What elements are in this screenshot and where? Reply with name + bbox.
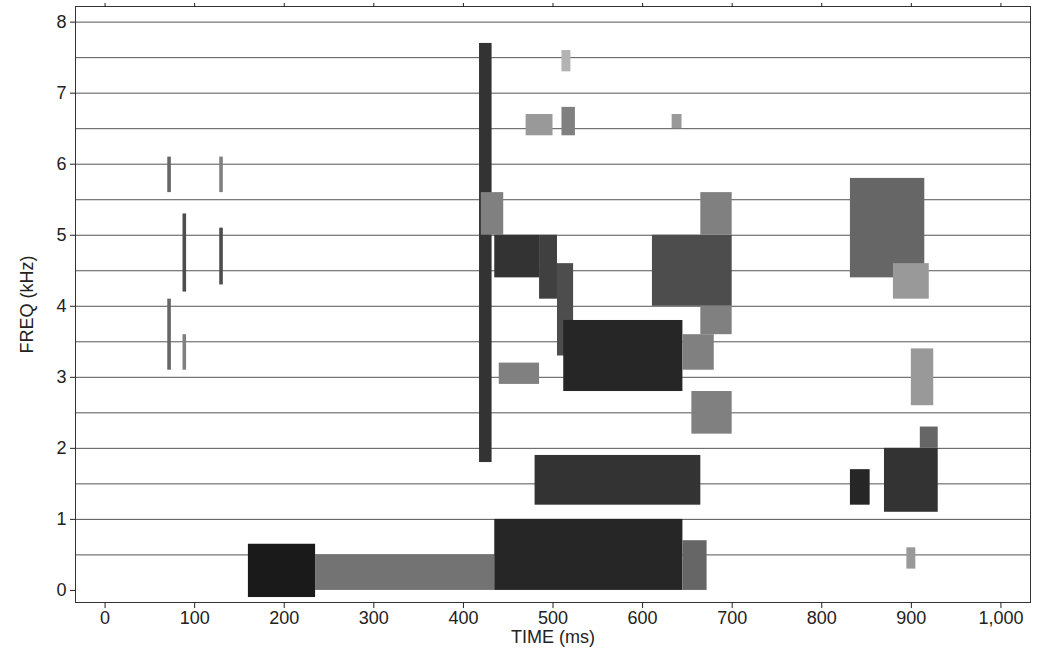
- svg-text:1,000: 1,000: [978, 608, 1023, 628]
- svg-text:100: 100: [180, 608, 210, 628]
- svg-text:4: 4: [56, 296, 66, 316]
- svg-text:2: 2: [56, 438, 66, 458]
- svg-text:300: 300: [359, 608, 389, 628]
- svg-text:5: 5: [56, 225, 66, 245]
- svg-text:200: 200: [269, 608, 299, 628]
- svg-text:600: 600: [628, 608, 658, 628]
- svg-text:900: 900: [896, 608, 926, 628]
- svg-text:8: 8: [56, 12, 66, 32]
- svg-text:1: 1: [56, 509, 66, 529]
- svg-text:3: 3: [56, 367, 66, 387]
- svg-text:0: 0: [100, 608, 110, 628]
- svg-text:7: 7: [56, 83, 66, 103]
- svg-text:FREQ (kHz): FREQ (kHz): [17, 256, 37, 354]
- svg-text:700: 700: [717, 608, 747, 628]
- svg-text:500: 500: [538, 608, 568, 628]
- svg-text:6: 6: [56, 154, 66, 174]
- svg-text:TIME (ms): TIME (ms): [511, 627, 595, 647]
- svg-text:800: 800: [807, 608, 837, 628]
- svg-text:400: 400: [448, 608, 478, 628]
- svg-text:0: 0: [56, 580, 66, 600]
